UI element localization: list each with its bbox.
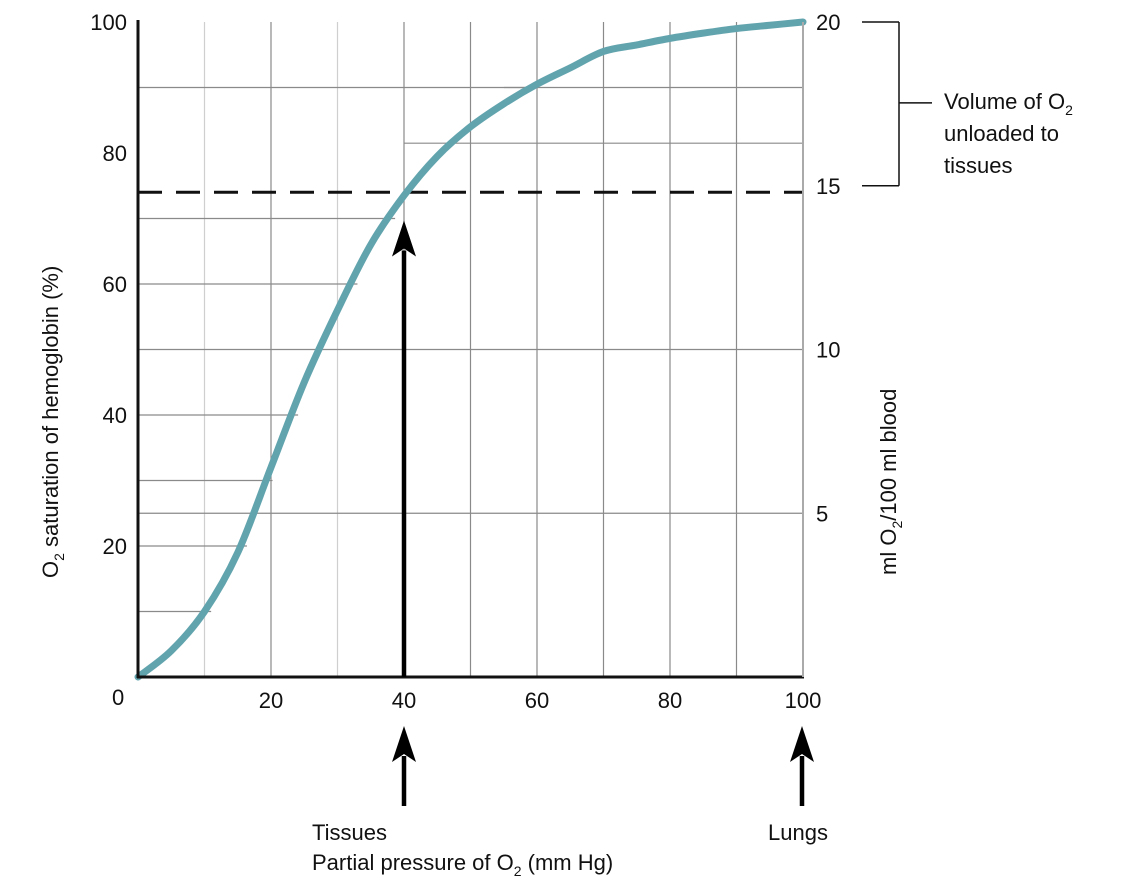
origin-tick-label: 0 [112,685,124,710]
y-tick-label: 80 [103,141,127,166]
bracket-label: Volume of O2 unloaded to tissues [944,89,1079,178]
y2-tick-label: 20 [816,10,840,35]
x-tick-label: 80 [658,688,682,713]
tissues-arrow-head [392,726,416,762]
y-axis-label: O2 saturation of hemoglobin (%) [38,266,67,578]
y-tick-label: 100 [90,10,127,35]
series-line-dissociation-curve [134,18,807,681]
x-axis-label: Partial pressure of O2 (mm Hg) [312,850,613,879]
y2-tick-label: 10 [816,338,840,363]
x-tick-label: 20 [259,688,283,713]
grid [138,22,803,677]
tick-labels: 0 20 40 60 80 100 20 40 60 80 100 5 10 15 20 [90,10,840,713]
y2-tick-label: 15 [816,174,840,199]
volume-bracket [862,21,932,187]
x-tick-label: 40 [392,688,416,713]
tissue-po2-arrow-head [392,220,416,257]
arrows [392,220,814,806]
lungs-arrow-head [790,726,814,762]
y-tick-label: 20 [103,534,127,559]
lungs-label: Lungs [768,820,828,845]
y-tick-label: 40 [103,403,127,428]
y2-axis-label: ml O2/100 ml blood [876,389,905,575]
y2-tick-label: 5 [816,501,828,526]
x-tick-label: 60 [525,688,549,713]
x-tick-label: 100 [785,688,822,713]
tissues-label: Tissues [312,820,387,845]
y-tick-label: 60 [103,272,127,297]
